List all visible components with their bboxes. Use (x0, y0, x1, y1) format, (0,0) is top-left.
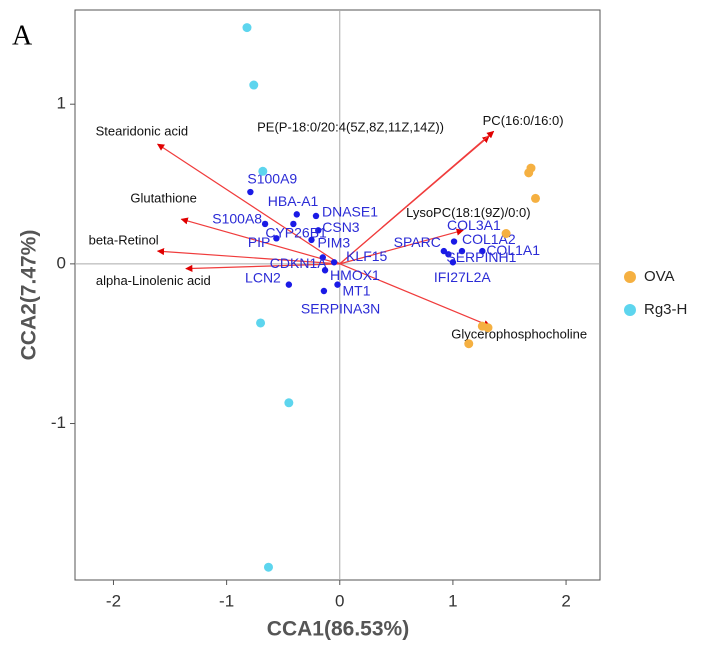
legend-swatch (624, 271, 636, 283)
sample-point (242, 23, 252, 33)
arrow (339, 130, 495, 265)
arrow (339, 263, 491, 327)
x-tick-label: 0 (335, 591, 344, 610)
arrow (339, 228, 464, 265)
sample-point (249, 80, 259, 90)
gene-point (290, 220, 297, 228)
gene-label: HMOX1 (330, 267, 380, 283)
gene-point (320, 287, 328, 295)
gene-point (273, 235, 280, 242)
gene-label: PIM3 (317, 235, 350, 251)
x-tick-label: -1 (219, 591, 234, 610)
arrow-label: Glycerophosphocholine (451, 327, 587, 342)
sample-point (256, 318, 266, 328)
gene-point (445, 251, 452, 258)
gene-label: IFI27L2A (434, 269, 491, 285)
gene-label: LCN2 (245, 269, 281, 285)
y-axis-title: CCA2(7.47%) (18, 230, 41, 361)
gene-label: SERPINA3N (301, 301, 380, 317)
gene-label: S100A8 (212, 211, 262, 227)
x-tick-label: 1 (448, 591, 457, 610)
gene-point (458, 247, 466, 255)
gene-label: SERPINH1 (446, 249, 516, 265)
arrow-label: PC(16:0/16:0) (483, 113, 564, 128)
gene-point (247, 188, 254, 196)
gene-label: KLF15 (346, 248, 387, 264)
gene-point (308, 236, 315, 244)
arrow-label: Stearidonic acid (96, 124, 189, 139)
gene-point (312, 212, 320, 220)
sample-point (531, 193, 541, 203)
gene-label: CDKN1A (270, 255, 327, 271)
arrow (185, 263, 340, 273)
gene-point (449, 259, 457, 266)
gene-point (261, 220, 269, 228)
y-tick-label: 0 (57, 253, 66, 272)
legend-swatch (624, 304, 636, 316)
gene-label: COL3A1 (447, 217, 501, 233)
gene-label: CYP26B1 (265, 225, 327, 241)
sample-point (524, 168, 534, 178)
arrow (156, 143, 341, 265)
gene-point (321, 267, 329, 274)
y-tick-label: 1 (57, 94, 66, 113)
gene-point (479, 247, 486, 255)
gene-label: COL1A1 (486, 242, 540, 258)
arrow (156, 247, 340, 265)
sample-point (284, 398, 294, 408)
gene-point (334, 281, 341, 288)
sample-point (501, 229, 511, 239)
gene-point (315, 227, 322, 234)
legend-label: Rg3-H (644, 301, 687, 318)
gene-point (330, 259, 338, 266)
arrow-label: PE(P-18:0/20:4(5Z,8Z,11Z,14Z)) (257, 120, 444, 135)
plot-frame (74, 9, 601, 581)
sample-point (263, 562, 273, 572)
gene-label: HBA-A1 (268, 193, 319, 209)
gene-label: SPARC (394, 234, 441, 250)
arrow-label: beta-Retinol (89, 233, 159, 248)
gene-point (319, 254, 326, 261)
arrow-label: Glutathione (130, 191, 197, 206)
x-axis-title: CCA1(86.53%) (267, 618, 409, 641)
gene-label: PIP (248, 234, 271, 250)
gene-label: S100A9 (247, 171, 297, 187)
arrow (180, 217, 340, 265)
gene-point (440, 247, 448, 255)
panel-label: A (12, 20, 33, 51)
x-tick-label: -2 (106, 591, 121, 610)
arrow-label: alpha-Linolenic acid (96, 273, 211, 288)
gene-label: DNASE1 (322, 204, 378, 220)
sample-point (258, 166, 268, 176)
arrow-label: LysoPC(18:1(9Z)/0:0) (406, 205, 531, 220)
sample-point (483, 323, 493, 333)
y-tick-label: -1 (51, 413, 66, 432)
legend-label: OVA (644, 268, 675, 285)
gene-label: CSN3 (322, 219, 360, 235)
gene-point (285, 281, 293, 288)
x-tick-label: 2 (561, 591, 570, 610)
sample-point (464, 339, 474, 349)
gene-label: MT1 (343, 282, 371, 298)
gene-point (450, 238, 458, 245)
gene-point (293, 211, 300, 218)
